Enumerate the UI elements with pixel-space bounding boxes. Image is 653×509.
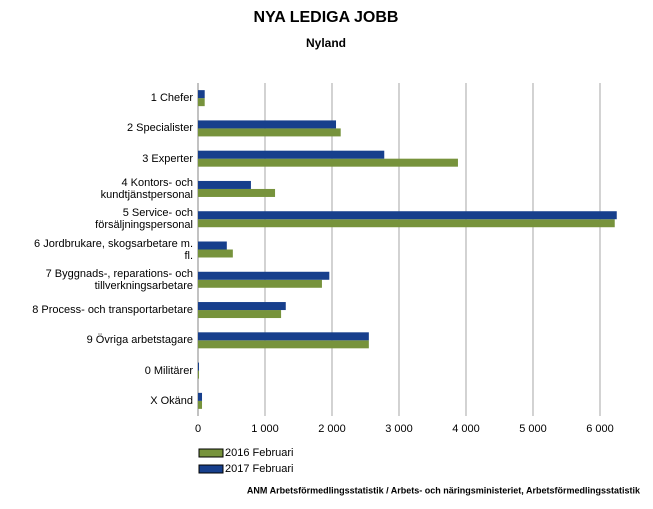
y-tick-label: 8 Process- och transportarbetare bbox=[32, 304, 193, 317]
bar bbox=[198, 279, 322, 288]
y-tick-label: 7 Byggnads-, reparations- och tillverkni… bbox=[45, 267, 193, 292]
x-tick-label: 3 000 bbox=[385, 423, 413, 435]
x-tick-label: 0 bbox=[195, 423, 201, 435]
bar bbox=[198, 310, 282, 319]
legend-swatch bbox=[198, 464, 224, 474]
bar bbox=[198, 120, 337, 129]
bar bbox=[198, 98, 205, 107]
chart-title: NYA LEDIGA JOBB bbox=[254, 9, 399, 26]
x-tick-label: 6 000 bbox=[586, 423, 614, 435]
bar bbox=[198, 332, 369, 341]
y-tick-label: 0 Militärer bbox=[144, 364, 193, 377]
bar bbox=[198, 180, 251, 189]
bar bbox=[198, 400, 203, 409]
bar bbox=[198, 302, 286, 311]
source: ANM Arbetsförmedlingsstatistik / Arbets-… bbox=[247, 485, 641, 495]
bar bbox=[198, 150, 385, 159]
bar bbox=[198, 128, 341, 137]
x-tick-label: 4 000 bbox=[452, 423, 480, 435]
bar bbox=[198, 362, 200, 371]
chart-subtitle: Nyland bbox=[306, 36, 346, 50]
legend-label: 2017 Februari bbox=[225, 463, 294, 475]
x-tick-label: 2 000 bbox=[318, 423, 346, 435]
y-tick-label: 6 Jordbrukare, skogsarbetare m. fl. bbox=[34, 237, 193, 262]
legend-swatch bbox=[198, 448, 224, 458]
bar bbox=[198, 219, 615, 228]
y-tick-label: 9 Övriga arbetstagare bbox=[86, 334, 193, 347]
x-tick-label: 1 000 bbox=[251, 423, 279, 435]
y-tick-label: 5 Service- och försäljningspersonal bbox=[95, 207, 193, 232]
x-tick-label: 5 000 bbox=[519, 423, 547, 435]
y-tick-label: 2 Specialister bbox=[126, 122, 193, 135]
bar bbox=[198, 340, 369, 349]
legend-label: 2016 Februari bbox=[225, 447, 294, 459]
y-tick-label: 1 Chefer bbox=[150, 92, 193, 105]
bar bbox=[198, 249, 233, 258]
y-tick-label: 4 Kontors- och kundtjänstpersonal bbox=[100, 176, 193, 201]
bar bbox=[198, 90, 205, 99]
bar bbox=[198, 158, 458, 167]
bar bbox=[198, 188, 276, 197]
bar bbox=[198, 370, 200, 379]
y-tick-label: X Okänd bbox=[150, 394, 193, 407]
bar bbox=[198, 271, 330, 280]
y-tick-label: 3 Experter bbox=[142, 152, 193, 165]
bar bbox=[198, 211, 617, 220]
bar bbox=[198, 241, 227, 250]
bar bbox=[198, 392, 203, 401]
